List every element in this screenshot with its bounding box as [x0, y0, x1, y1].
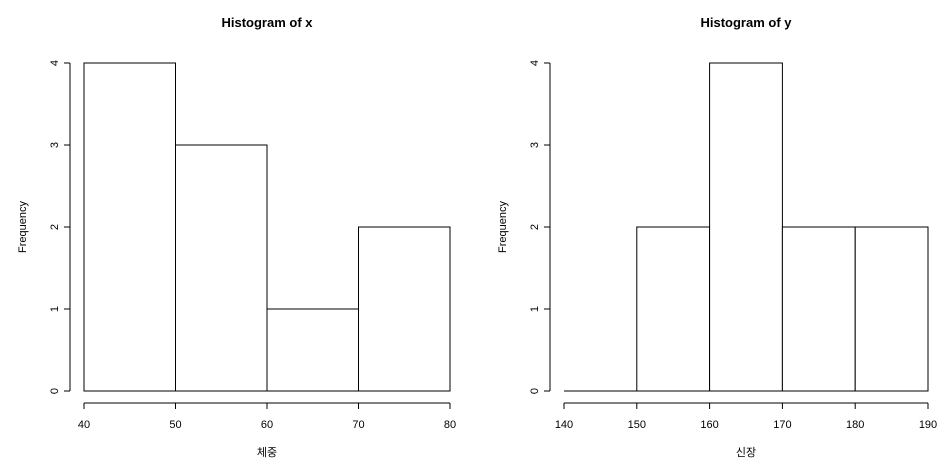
histogram-bar: [358, 226, 451, 392]
x-tick-label: 190: [919, 419, 937, 431]
x-tick-label: 40: [78, 419, 90, 431]
y-axis-label: Frequency: [17, 201, 29, 253]
y-tick-label: 3: [49, 142, 61, 148]
y-tick-label: 3: [529, 142, 541, 148]
histogram-bar: [83, 62, 176, 392]
bars-group: [564, 62, 929, 392]
x-axis-label: 체중: [257, 446, 277, 459]
x-tick-label: 50: [169, 419, 181, 431]
histogram-bar: [709, 62, 783, 392]
x-axis: 140 150 160 170 180 190: [555, 402, 937, 431]
x-tick-label: 80: [444, 419, 456, 431]
y-tick-label: 1: [529, 306, 541, 312]
histogram-bar: [266, 308, 359, 392]
x-tick-label: 180: [846, 419, 864, 431]
histogram-bar: [854, 226, 929, 392]
x-tick-label: 160: [700, 419, 718, 431]
x-tick-label: 70: [352, 419, 364, 431]
y-tick-label: 0: [529, 388, 541, 394]
y-axis: 0 1 2 3 4: [529, 60, 551, 394]
histogram-panel-y: Histogram of y 신장 Frequency 140 150 160 170…: [497, 15, 937, 459]
y-axis: 0 1 2 3 4: [49, 60, 71, 394]
x-axis: 40 50 60 70 80: [78, 402, 456, 431]
histogram-bar: [175, 144, 268, 392]
histogram-bar: [781, 226, 856, 392]
y-tick-label: 4: [49, 60, 61, 66]
y-tick-label: 4: [529, 60, 541, 66]
bars-group: [83, 62, 451, 392]
x-axis-label: 신장: [736, 446, 756, 459]
y-tick-label: 2: [529, 224, 541, 230]
x-tick-label: 170: [773, 419, 791, 431]
y-tick-label: 2: [49, 224, 61, 230]
x-tick-label: 60: [261, 419, 273, 431]
chart-title: Histogram of y: [700, 15, 792, 30]
histogram-bar: [636, 226, 711, 392]
y-axis-label: Frequency: [497, 201, 509, 253]
y-tick-label: 1: [49, 306, 61, 312]
x-tick-label: 140: [555, 419, 573, 431]
chart-title: Histogram of x: [221, 15, 313, 30]
x-tick-label: 150: [628, 419, 646, 431]
histogram-panel-x: Histogram of x 체중 Frequency 40 50 60 70 80 0…: [17, 15, 456, 459]
y-tick-label: 0: [49, 388, 61, 394]
